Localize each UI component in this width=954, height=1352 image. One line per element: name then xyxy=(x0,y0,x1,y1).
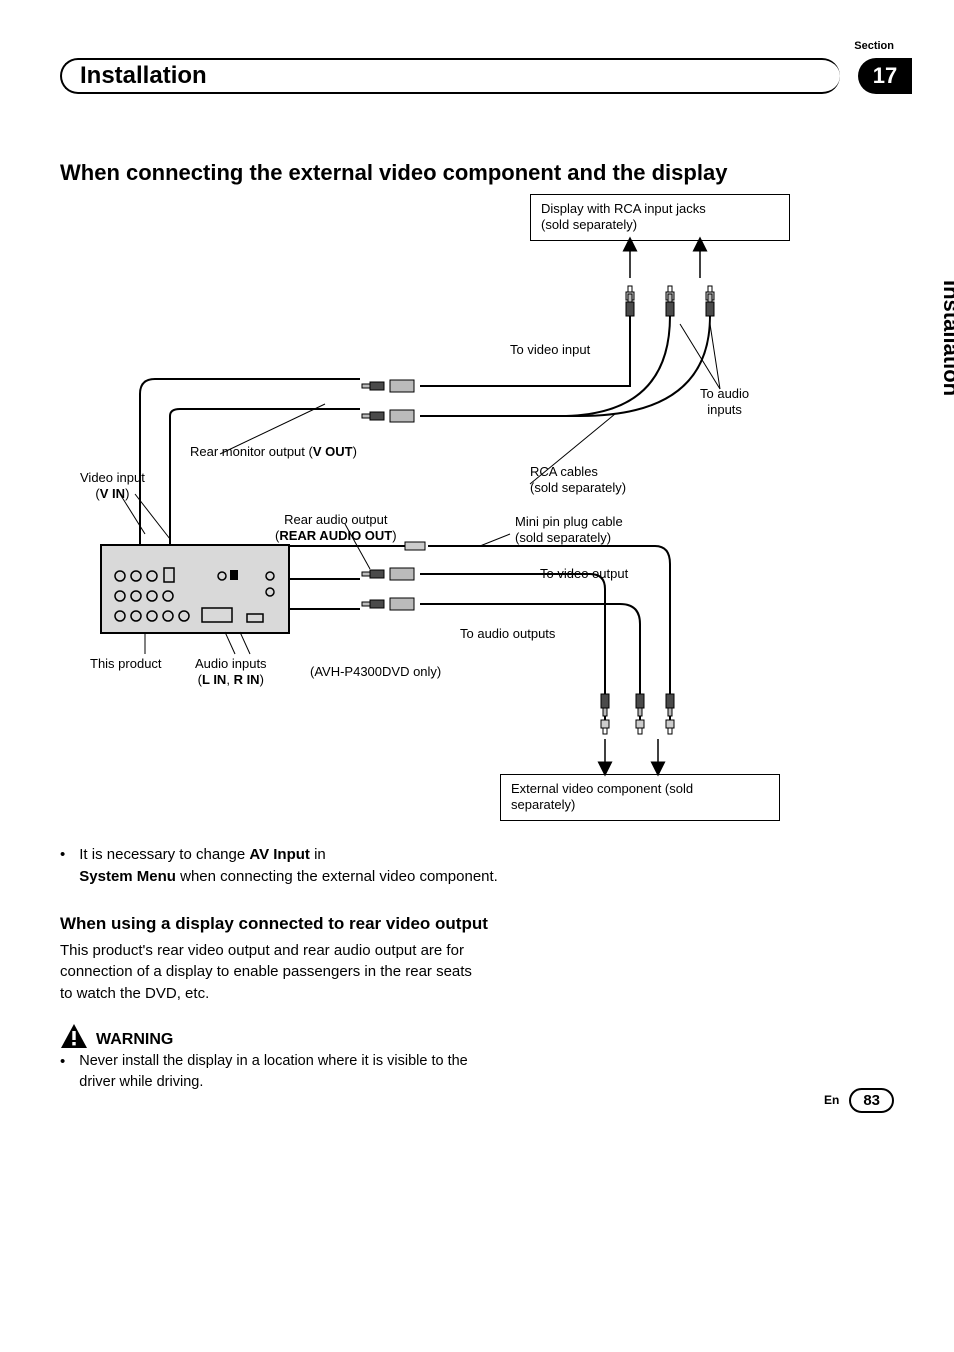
section-number-tab: 17 xyxy=(858,58,912,94)
to-video-output-label: To video output xyxy=(540,566,628,582)
rear-monitor-label: Rear monitor output (V OUT) xyxy=(190,444,357,460)
to-audio-inputs-label: To audioinputs xyxy=(700,386,749,419)
warning-icon xyxy=(60,1023,88,1049)
sub-heading: When using a display connected to rear v… xyxy=(60,914,894,934)
audio-inputs-label: Audio inputs(L IN, R IN) xyxy=(195,656,267,689)
minipin-label: Mini pin plug cable(sold separately) xyxy=(515,514,623,547)
avh-note-label: (AVH-P4300DVD only) xyxy=(310,664,441,680)
av-input-note: • It is necessary to change AV Input in … xyxy=(60,844,894,888)
bullet-dot: • xyxy=(60,844,65,888)
wiring-svg xyxy=(60,194,800,834)
footer-lang: En xyxy=(824,1093,839,1107)
this-product-label: This product xyxy=(90,656,162,672)
side-vertical-tab: Installation xyxy=(938,280,954,396)
page-footer: En 83 xyxy=(824,1088,894,1113)
to-video-input-label: To video input xyxy=(510,342,590,358)
body-paragraph: This product's rear video output and rea… xyxy=(60,940,480,1005)
rear-audio-label: Rear audio output(REAR AUDIO OUT) xyxy=(275,512,397,545)
wiring-diagram: Display with RCA input jacks(sold separa… xyxy=(60,194,800,834)
footer-page-number: 83 xyxy=(849,1088,894,1113)
video-input-label: Video input(V IN) xyxy=(80,470,145,503)
main-heading: When connecting the external video compo… xyxy=(60,160,894,186)
warning-bullet: • Never install the display in a locatio… xyxy=(60,1051,894,1093)
page-title: Installation xyxy=(60,58,840,94)
to-audio-outputs-label: To audio outputs xyxy=(460,626,555,642)
section-label: Section xyxy=(854,40,894,52)
rca-cables-label: RCA cables(sold separately) xyxy=(530,464,626,497)
warning-heading: WARNING xyxy=(60,1023,894,1049)
